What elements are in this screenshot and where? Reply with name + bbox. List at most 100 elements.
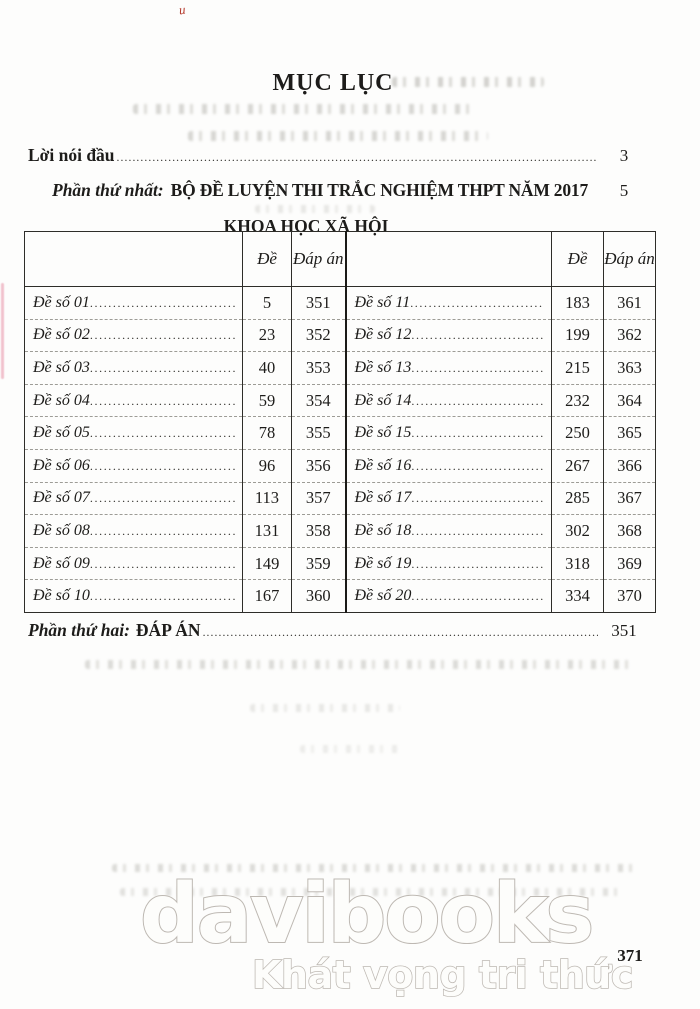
answer-page-cell: 367 [603, 481, 656, 515]
answer-page-cell: 369 [603, 546, 656, 580]
de-page-cell: 131 [242, 514, 292, 548]
de-page-cell: 250 [551, 416, 604, 450]
page-number: 371 [617, 946, 643, 965]
de-page-cell: 40 [242, 351, 292, 385]
table-row: Đề số 10 167 360 Đề số 20 334 370 [24, 579, 656, 613]
de-page-cell: 215 [551, 351, 604, 385]
answer-page-cell: 364 [603, 383, 656, 417]
dot-leader [90, 424, 235, 442]
row-label-cell: Đề số 16 [345, 448, 552, 483]
toc-entry-label: Lời nói đầu [28, 145, 115, 165]
answer-page-cell: 357 [291, 481, 347, 515]
bleedthrough-smudge [188, 131, 488, 141]
dot-leader [411, 392, 544, 410]
dot-leader [411, 489, 544, 507]
answer-page-cell: 362 [603, 318, 656, 352]
toc-entry-part2: Phần thứ hai: ĐÁP ÁN 351 [28, 619, 646, 644]
de-page-cell: 149 [242, 546, 292, 580]
dot-leader [411, 522, 544, 540]
de-page-cell: 285 [551, 481, 604, 515]
answer-page-cell: 365 [603, 416, 656, 450]
toc-entry-part1: Phần thứ nhất: BỘ ĐỀ LUYỆN THI TRẮC NGHI… [28, 179, 646, 202]
dot-leader [90, 294, 235, 312]
bleedthrough-smudge [255, 205, 375, 213]
de-page-cell: 267 [551, 448, 604, 483]
row-label-cell: Đề số 18 [345, 514, 552, 548]
bleedthrough-smudge [300, 745, 400, 753]
de-page-cell: 183 [551, 286, 604, 320]
dot-leader [411, 359, 544, 377]
pen-mark: u [178, 1, 187, 18]
row-label-cell: Đề số 17 [345, 481, 552, 515]
answer-page-cell: 355 [291, 416, 347, 450]
de-page-cell: 96 [242, 448, 292, 483]
answer-page-cell: 363 [603, 351, 656, 385]
table-row: Đề số 04 59 354 Đề số 14 232 364 [24, 383, 656, 417]
row-label-cell: Đề số 14 [345, 383, 552, 417]
bleedthrough-smudge [120, 888, 620, 896]
dot-leader [117, 144, 598, 169]
dot-leader [90, 326, 235, 344]
dot-leader [90, 522, 235, 540]
bleedthrough-smudge [112, 864, 637, 872]
toc-entry-page: 351 [611, 621, 637, 640]
row-label-cell: Đề số 11 [345, 286, 552, 320]
dot-leader [90, 489, 235, 507]
row-label-cell: Đề số 15 [345, 416, 552, 450]
dot-leader [90, 555, 235, 573]
toc-part-title: BỘ ĐỀ LUYỆN THI TRẮC NGHIỆM THPT NĂM 201… [170, 180, 589, 200]
table-row: Đề số 05 78 355 Đề số 15 250 365 [24, 416, 656, 450]
table-row: Đề số 08 131 358 Đề số 18 302 368 [24, 514, 656, 548]
de-page-cell: 59 [242, 383, 292, 417]
toc-part-title: ĐÁP ÁN [135, 620, 201, 640]
answer-page-cell: 370 [603, 579, 656, 613]
dot-leader [203, 619, 598, 644]
row-label-cell: Đề số 13 [345, 351, 552, 385]
answer-page-cell: 366 [603, 448, 656, 483]
row-label-cell: Đề số 03 [24, 351, 243, 385]
empty-header-cell [24, 231, 243, 287]
answer-page-cell: 351 [291, 286, 347, 320]
dot-leader [90, 457, 235, 475]
de-page-cell: 5 [242, 286, 292, 320]
row-label-cell: Đề số 07 [24, 481, 243, 515]
de-page-cell: 78 [242, 416, 292, 450]
answer-page-cell: 361 [617, 292, 642, 312]
row-label-cell: Đề số 12 [345, 318, 552, 352]
row-label-cell: Đề số 09 [24, 546, 243, 580]
watermark-slogan: Khát vọng tri thức [251, 953, 634, 997]
row-label-cell: Đề số 19 [345, 546, 552, 580]
table-row: Đề số 02 23 352 Đề số 12 199 362 [24, 318, 656, 352]
de-page-cell: 302 [551, 514, 604, 548]
row-label-cell: Đề số 10 [24, 579, 243, 613]
answer-page-cell: 368 [603, 514, 656, 548]
scan-edge-artifact [1, 283, 4, 379]
dot-leader [90, 392, 235, 410]
de-page-cell: 232 [551, 383, 604, 417]
answer-page-cell: 353 [291, 351, 347, 385]
toc-table-body: Đề số 01 5 351 Đề số 11 183 361 Đề số 02… [24, 286, 656, 613]
dot-leader [90, 587, 235, 605]
dot-leader [411, 424, 544, 442]
answer-page-cell: 356 [291, 448, 347, 483]
bleedthrough-smudge [133, 104, 471, 114]
bleedthrough-smudge [392, 77, 544, 87]
bleedthrough-smudge [85, 660, 635, 669]
de-page-cell: 334 [551, 579, 604, 613]
toc-entry-page: 5 [619, 181, 629, 200]
de-page-cell: 23 [242, 318, 292, 352]
row-label-cell: Đề số 04 [24, 383, 243, 417]
row-label-cell: Đề số 08 [24, 514, 243, 548]
toc-entry-intro: Lời nói đầu 3 [28, 144, 646, 169]
dot-leader [411, 587, 544, 605]
toc-part-prefix: Phần thứ hai: [28, 620, 130, 640]
de-header-cell: Đề [551, 231, 604, 287]
answer-page-cell: 354 [291, 383, 347, 417]
de-page-cell: 318 [551, 546, 604, 580]
table-row: Đề số 07 113 357 Đề số 17 285 367 [24, 481, 656, 515]
watermark-logo: davibooks [139, 867, 595, 962]
table-row: Đề số 06 96 356 Đề số 16 267 366 [24, 448, 656, 483]
de-page-cell: 167 [242, 579, 292, 613]
de-page-cell: 113 [242, 481, 292, 515]
